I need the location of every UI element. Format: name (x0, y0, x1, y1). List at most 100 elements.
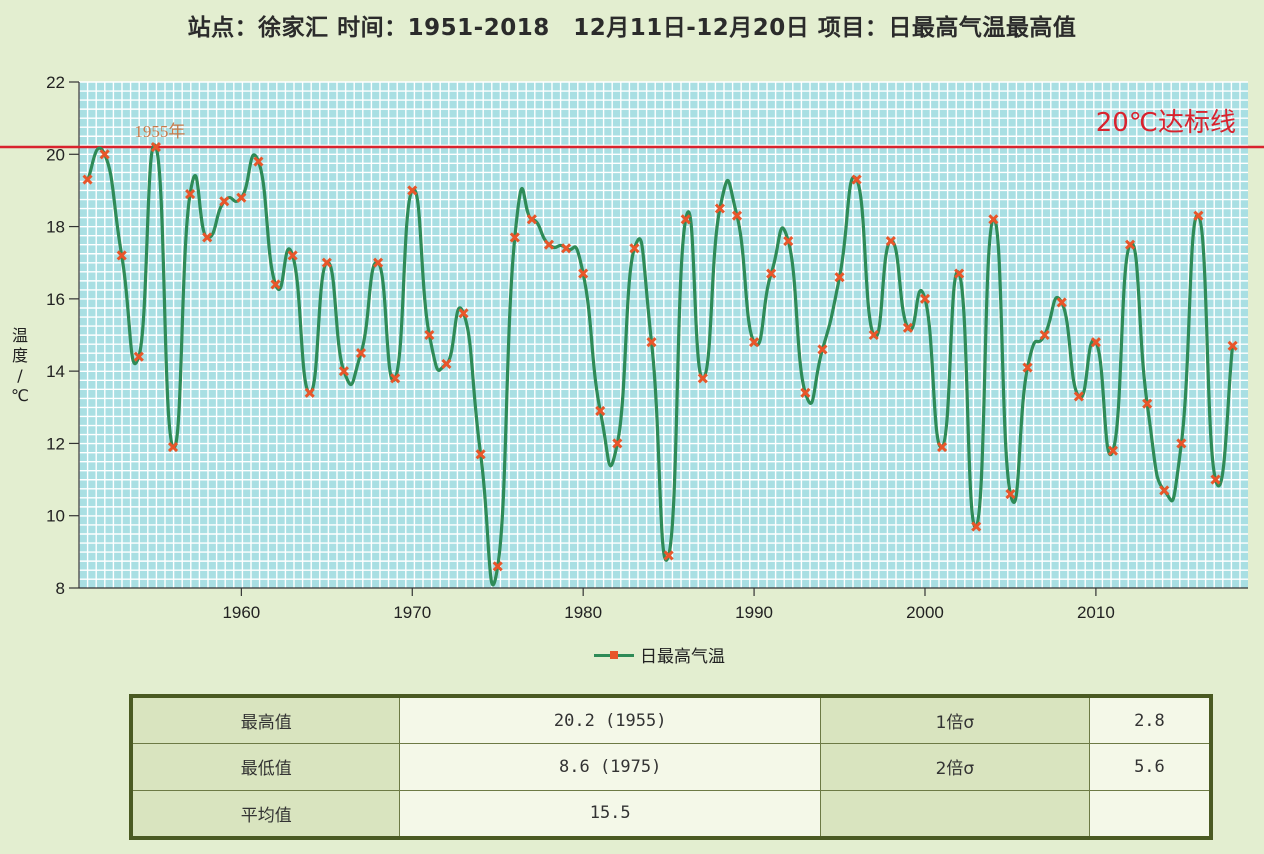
data-point (270, 279, 281, 290)
data-point (595, 405, 606, 416)
y-tick-label: 20 (46, 145, 65, 164)
table-row: 平均值 15.5 (130, 789, 1212, 839)
data-point (219, 196, 230, 207)
data-point (543, 239, 555, 250)
stats-table: 最高值 20.2 (1955) 1倍σ 2.8 最低值 8.6 (1975) 2… (129, 694, 1213, 840)
table-cell: 15.5 (399, 789, 821, 839)
legend-label: 日最高气温 (640, 647, 725, 667)
x-tick-label: 2010 (1077, 603, 1115, 622)
data-point (834, 272, 845, 283)
x-tick-label: 1980 (564, 603, 602, 622)
data-point (321, 257, 332, 268)
data-point (1073, 391, 1084, 402)
data-point (407, 185, 418, 196)
data-point (304, 387, 315, 398)
table-cell (1088, 789, 1212, 839)
data-point (1125, 239, 1136, 250)
data-point (578, 268, 589, 279)
data-point (954, 268, 965, 279)
threshold-label: 20℃达标线 (1096, 108, 1236, 138)
data-point (355, 348, 367, 359)
data-point (937, 441, 948, 453)
data-point (1159, 485, 1170, 496)
data-point (1193, 210, 1204, 221)
data-point (116, 250, 127, 261)
data-point (1056, 297, 1067, 308)
data-point (1039, 329, 1050, 341)
table-cell: 平均值 (130, 789, 401, 839)
table-cell: 20.2 (1955) (399, 695, 821, 745)
data-point (150, 141, 161, 153)
y-tick-label: 18 (46, 218, 65, 237)
data-point (390, 373, 401, 384)
data-point (919, 293, 931, 304)
table-cell: 2倍σ (819, 743, 1090, 791)
tick-labels: 8 10 12 14 16 18 20 22 1960 1970 1980 1990 2000 2010 (46, 73, 1115, 622)
data-point (902, 322, 913, 333)
data-point (424, 329, 435, 341)
data-point (749, 337, 760, 348)
data-point (1142, 398, 1153, 409)
table-cell: 5.6 (1088, 743, 1212, 791)
data-point (1090, 337, 1101, 348)
y-tick-label: 22 (46, 73, 65, 92)
data-point (492, 561, 503, 572)
data-point (714, 203, 725, 214)
y-tick-label: 10 (46, 507, 65, 526)
data-point (1022, 362, 1033, 373)
data-point (612, 438, 623, 449)
y-tick-label: 14 (46, 362, 65, 381)
table-cell: 最高值 (130, 695, 401, 745)
axes (69, 81, 1248, 596)
x-tick-label: 1970 (393, 603, 431, 622)
data-point (185, 188, 196, 200)
x-tick-label: 1990 (735, 603, 773, 622)
data-point (851, 174, 862, 185)
data-point (1176, 438, 1187, 449)
y-axis-label-char: ℃ (11, 386, 29, 405)
data-point (99, 149, 110, 160)
legend-swatch (594, 647, 634, 663)
data-point (167, 441, 179, 453)
annotation-1955: 1955年 (134, 122, 185, 141)
data-point (1005, 488, 1016, 500)
data-point (646, 337, 657, 348)
x-tick-label: 1960 (222, 603, 260, 622)
data-point (509, 232, 520, 243)
chart-title: 站点：徐家汇 时间：1951-2018 12月11日-12月20日 项目：日最高… (187, 15, 1077, 41)
data-point (1107, 445, 1119, 456)
data-point (817, 344, 828, 355)
data-point (885, 235, 896, 247)
data-point (253, 156, 264, 167)
table-cell: 2.8 (1088, 695, 1212, 745)
series-markers (82, 141, 1238, 572)
data-point (663, 550, 674, 561)
data-point (82, 174, 93, 185)
data-point (236, 192, 247, 203)
x-tick-label: 2000 (906, 603, 944, 622)
data-point (629, 243, 640, 254)
data-point (680, 214, 691, 225)
table-cell: 1倍σ (819, 695, 1090, 745)
data-point (373, 257, 384, 268)
data-point (1227, 340, 1238, 351)
data-point (475, 449, 486, 460)
table-row: 最低值 8.6 (1975) 2倍σ 5.6 (130, 743, 1212, 791)
data-point (971, 521, 982, 532)
table-cell: 8.6 (1975) (399, 743, 821, 791)
data-point (868, 329, 879, 341)
y-tick-label: 12 (46, 434, 65, 453)
data-point (526, 214, 537, 225)
y-tick-label: 8 (56, 579, 65, 598)
data-point (800, 387, 811, 398)
table-cell (819, 789, 1090, 839)
y-axis-label: 温 度 / ℃ (8, 326, 32, 406)
y-axis-label-char: / (17, 366, 23, 385)
data-point (1210, 474, 1221, 485)
data-point (766, 268, 777, 279)
legend: 日最高气温 (594, 642, 725, 667)
data-point (458, 308, 469, 319)
y-axis-label-char: 温 (11, 326, 28, 345)
y-axis-label-char: 度 (11, 346, 28, 365)
